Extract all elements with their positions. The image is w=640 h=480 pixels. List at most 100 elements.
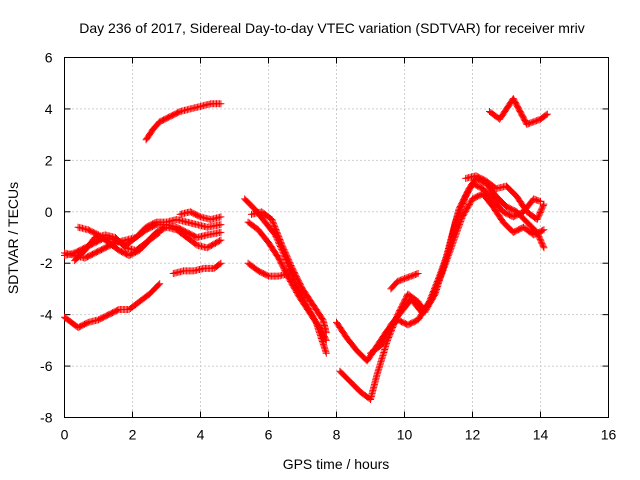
data-point [443, 256, 451, 264]
x-tick-label: 14 [533, 427, 549, 443]
data-point [217, 213, 225, 221]
chart-title: Day 236 of 2017, Sidereal Day-to-day VTE… [79, 20, 584, 36]
series-arc12 [244, 259, 293, 280]
data-point [285, 257, 293, 265]
series-arc5 [176, 208, 225, 223]
data-point [285, 256, 292, 264]
data-point [447, 244, 455, 252]
data-point [156, 280, 164, 288]
data-point [284, 254, 292, 262]
data-point [322, 349, 330, 357]
data-point [444, 252, 452, 260]
data-point [282, 250, 290, 258]
data-point [453, 228, 461, 236]
series-arc18 [486, 95, 551, 128]
data-point [156, 228, 164, 236]
data-point [433, 282, 441, 290]
data-point [441, 261, 449, 269]
x-tick-labels: 0 2 4 6 8 10 12 14 16 [61, 427, 617, 443]
data-point [216, 237, 223, 245]
data-point [450, 235, 458, 243]
data-point [279, 244, 287, 252]
data-point [540, 226, 548, 234]
data-point [457, 216, 465, 224]
x-tick-label: 2 [129, 427, 137, 443]
x-tick-label: 16 [601, 427, 617, 443]
data-point [539, 226, 547, 234]
series-arc7 [169, 259, 225, 277]
y-tick-label: -6 [40, 358, 53, 374]
data-point [268, 216, 276, 223]
series-arc16 [387, 270, 422, 293]
data-point [540, 244, 548, 252]
y-tick-label: 2 [45, 152, 53, 168]
data-point [279, 243, 287, 251]
data-point [281, 248, 289, 256]
data-point [216, 260, 224, 268]
axis-ticks [64, 57, 609, 418]
data-point [435, 278, 442, 286]
data-point [217, 221, 225, 229]
data-point [540, 200, 548, 208]
series-arc17 [462, 172, 548, 223]
y-tick-label: -4 [40, 307, 53, 323]
data-point [434, 280, 442, 287]
data-point [455, 223, 462, 231]
data-point [432, 284, 440, 292]
series-arc6 [61, 280, 164, 331]
data-point [542, 111, 550, 119]
data-point [436, 274, 444, 282]
data-point [451, 232, 459, 240]
x-tick-label: 12 [465, 427, 481, 443]
data-point [281, 247, 289, 255]
data-point [155, 281, 163, 289]
series-arc4 [74, 223, 164, 259]
data-point [283, 251, 291, 259]
data-point [285, 270, 293, 277]
data-point [322, 329, 330, 337]
data-point [272, 227, 280, 235]
plot-frame [64, 57, 609, 418]
series-arc8 [142, 100, 225, 144]
y-tick-labels: -8 -6 -4 -2 0 2 4 6 [40, 50, 53, 426]
data-point [414, 270, 422, 277]
data-point [278, 240, 285, 248]
grid-lines [64, 57, 609, 418]
data-point [431, 288, 438, 296]
data-point [276, 237, 284, 245]
data-point [539, 242, 547, 250]
data-point [322, 336, 330, 344]
data-point [217, 236, 225, 244]
data-point [217, 259, 225, 267]
y-tick-label: -2 [40, 255, 53, 271]
data-point [438, 268, 446, 276]
data-point [271, 223, 279, 231]
series-arc14 [336, 174, 548, 403]
data-point [154, 229, 162, 237]
data-point [322, 335, 330, 343]
x-axis-label: GPS time / hours [283, 456, 390, 472]
x-tick-label: 4 [197, 427, 205, 443]
x-tick-label: 0 [61, 427, 69, 443]
y-axis-label: SDTVAR / TECUs [5, 182, 21, 294]
data-point [275, 233, 283, 241]
y-tick-label: -8 [40, 410, 53, 426]
y-tick-label: 0 [45, 204, 53, 220]
data-point [217, 228, 225, 236]
y-tick-label: 6 [45, 50, 53, 66]
data-point [543, 110, 551, 118]
y-tick-label: 4 [45, 101, 53, 117]
data-point [287, 262, 295, 269]
data-point [440, 264, 448, 271]
data-point [429, 292, 437, 300]
data-point [456, 220, 464, 228]
data-point [278, 241, 286, 249]
data-point [276, 236, 284, 243]
data-marks [61, 95, 551, 403]
data-point [286, 259, 294, 267]
data-point [274, 231, 282, 239]
series-arc10 [244, 218, 330, 344]
x-tick-label: 10 [397, 427, 413, 443]
series-arc11 [248, 208, 330, 337]
